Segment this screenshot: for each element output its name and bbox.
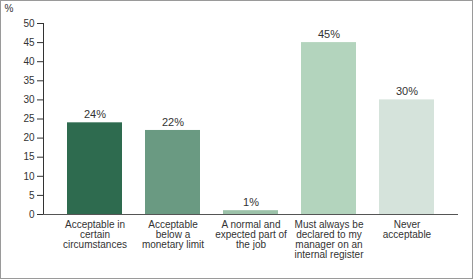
svg-text:45%: 45% (318, 28, 340, 40)
svg-text:30%: 30% (396, 85, 418, 97)
svg-text:30: 30 (23, 94, 35, 105)
svg-text:25: 25 (23, 113, 35, 124)
svg-text:50: 50 (23, 18, 35, 29)
svg-text:15: 15 (23, 151, 35, 162)
svg-text:24%: 24% (84, 108, 106, 120)
svg-text:10: 10 (23, 171, 35, 182)
svg-text:Neveracceptable: Neveracceptable (383, 219, 432, 240)
svg-text:40: 40 (23, 56, 35, 67)
svg-text:20: 20 (23, 132, 35, 143)
svg-text:22%: 22% (162, 116, 184, 128)
svg-text:1%: 1% (243, 196, 259, 208)
svg-text:%: % (5, 3, 14, 14)
svg-text:35: 35 (23, 75, 35, 86)
svg-text:A normal andexpected part ofth: A normal andexpected part ofthe job (215, 219, 287, 250)
svg-text:Acceptable incertaincircumstan: Acceptable incertaincircumstances (63, 219, 127, 250)
svg-text:Acceptablebelow amonetary limi: Acceptablebelow amonetary limit (142, 219, 204, 250)
svg-text:45: 45 (23, 37, 35, 48)
svg-text:0: 0 (29, 209, 35, 220)
svg-text:5: 5 (29, 190, 35, 201)
svg-text:Must always bedeclared to myma: Must always bedeclared to mymanager on a… (295, 219, 365, 260)
